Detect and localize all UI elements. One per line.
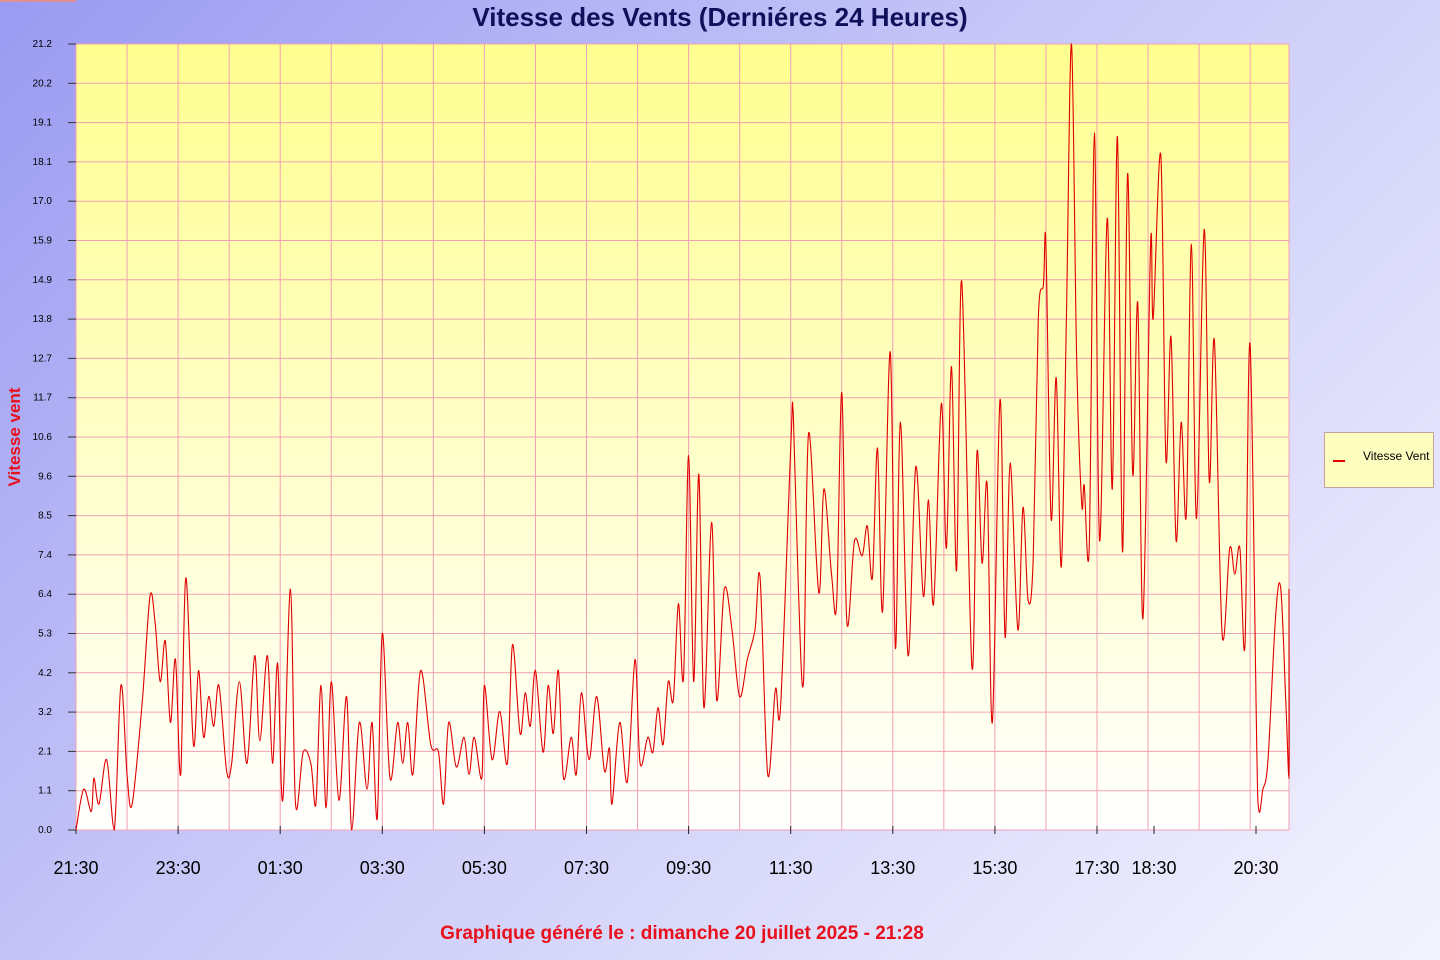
y-tick-label: 21.2 [33,39,53,50]
y-tick-label: 15.9 [33,236,53,247]
y-tick-label: 4.2 [38,668,52,679]
x-tick-label: 11:30 [769,858,813,878]
x-tick-label: 05:30 [462,858,507,878]
x-tick-label: 09:30 [666,858,711,878]
x-tick-label: 01:30 [258,858,303,878]
y-tick-label: 0.0 [38,825,52,836]
y-tick-label: 17.0 [33,196,53,207]
series-layer [75,43,1290,831]
x-tick-label: 23:30 [156,858,201,878]
y-tick-label: 1.1 [38,786,52,797]
x-tick-label: 03:30 [360,858,405,878]
x-tick-label: 21:30 [53,858,98,878]
x-tick-label: 17:30 [1074,858,1119,878]
x-tick-label: 15:30 [972,858,1017,878]
x-tick-label: 07:30 [564,858,609,878]
axes: 0.0 1.1 2.1 3.2 4.2 5.3 6.4 7.4 8.5 9.6 10.6 11.7 12… [33,39,1279,878]
y-tick-label: 20.2 [33,78,53,89]
corner-accent [0,0,76,2]
y-tick-label: 19.1 [33,118,53,129]
y-tick-label: 9.6 [38,471,52,482]
y-tick-label: 6.4 [38,589,52,600]
x-tick-label: 18:30 [1131,858,1176,878]
x-tick-label: 13:30 [870,858,915,878]
y-tick-label: 3.2 [38,707,52,718]
y-tick-label: 12.7 [33,353,53,364]
legend-label: Vitesse Vent [1363,449,1430,463]
chart-title: Vitesse des Vents (Derniéres 24 Heures) [472,2,968,32]
y-tick-label: 11.7 [33,393,52,404]
y-tick-label: 10.6 [33,432,53,443]
y-tick-label: 2.1 [38,746,52,757]
y-tick-label: 18.1 [33,157,53,168]
x-tick-label: 20:30 [1233,858,1278,878]
legend-swatch [1333,460,1345,462]
y-tick-label: 7.4 [38,550,52,561]
y-tick-label: 5.3 [38,629,52,640]
legend: Vitesse Vent [1324,432,1434,488]
generated-timestamp: Graphique généré le : dimanche 20 juille… [440,923,924,944]
y-tick-label: 14.9 [33,275,53,286]
series-line-vitesse-vent [75,43,1290,831]
y-tick-label: 8.5 [38,511,52,522]
y-tick-label: 13.8 [33,314,53,325]
